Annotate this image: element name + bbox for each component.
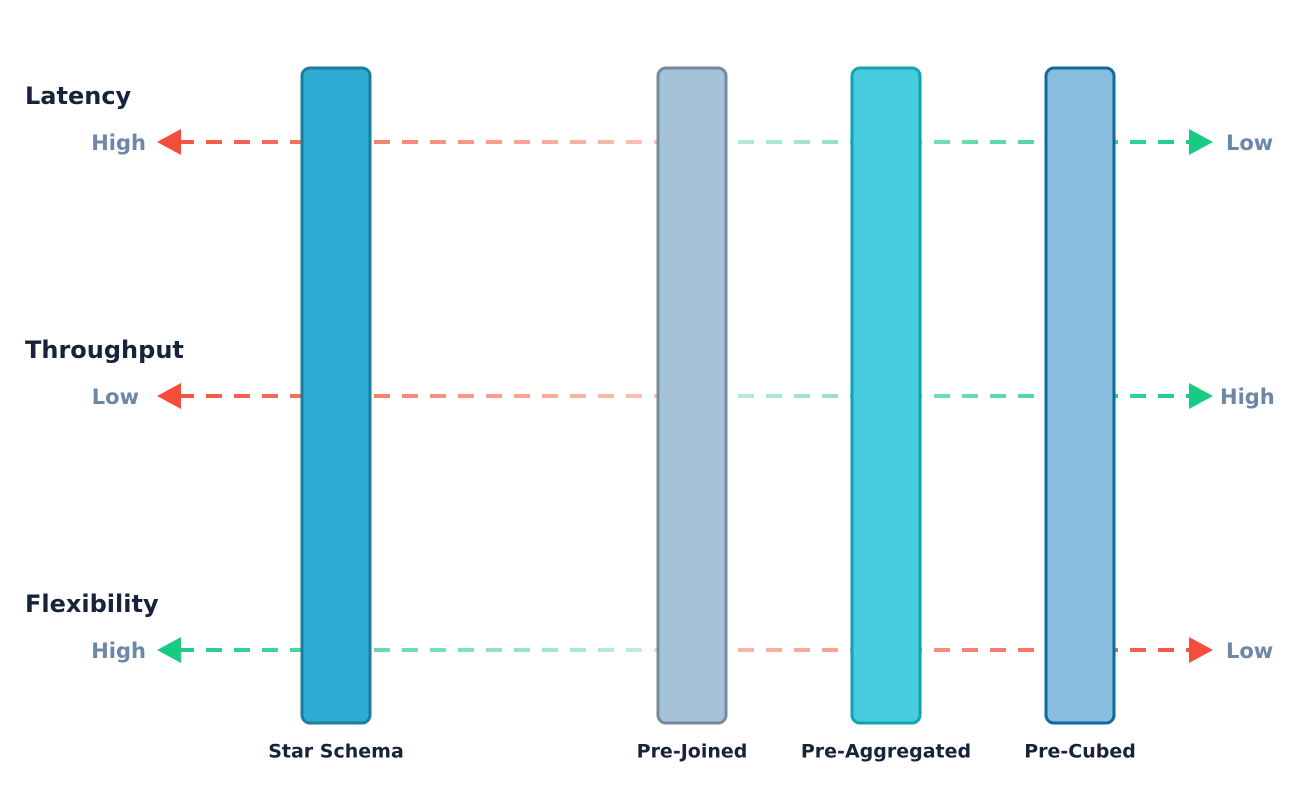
column-pre-joined: Pre-Joined [637,66,748,763]
column-bar [656,66,728,725]
left-label: High [91,639,146,663]
left-label: High [91,131,146,155]
arrow-head [1189,129,1213,155]
column-bar [1044,66,1116,725]
right-label: Low [1226,131,1273,155]
column-label: Pre-Aggregated [801,741,971,763]
left-label: Low [92,385,139,409]
arrow-head [157,383,181,409]
arrow-head [157,637,181,663]
column-bar [300,66,372,725]
row-title: Throughput [25,336,184,364]
arrow-head [157,129,181,155]
right-label: High [1220,385,1275,409]
column-bar [850,66,922,725]
arrow-head [1189,383,1213,409]
column-star-schema: Star Schema [268,66,404,763]
row-title: Latency [25,82,132,110]
column-pre-cubed: Pre-Cubed [1024,66,1136,763]
column-label: Star Schema [268,741,404,763]
row-title: Flexibility [25,590,159,618]
arrow-head [1189,637,1213,663]
column-label: Pre-Cubed [1024,741,1136,763]
column-label: Pre-Joined [637,741,748,763]
right-label: Low [1226,639,1273,663]
column-pre-aggregated: Pre-Aggregated [801,66,971,763]
